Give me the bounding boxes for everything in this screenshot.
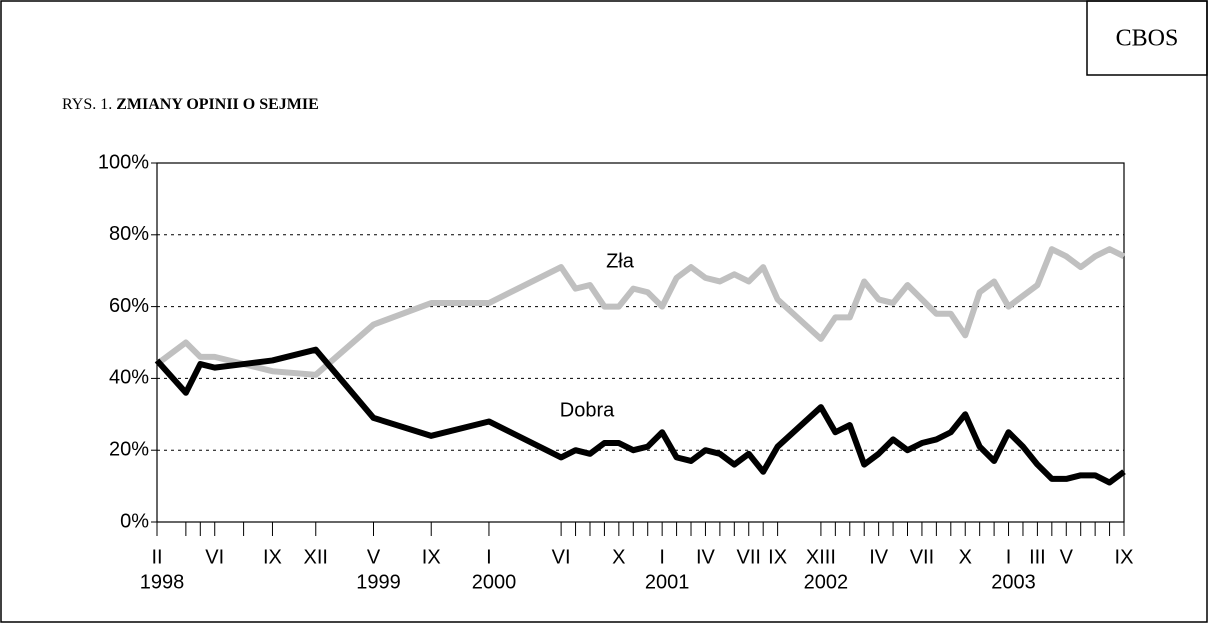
x-tick-label: IV xyxy=(696,546,716,568)
x-tick-label: V xyxy=(1060,546,1074,568)
series-label: Dobra xyxy=(560,399,615,421)
x-tick-label: XII xyxy=(304,546,328,568)
x-tick-label: I xyxy=(659,546,665,568)
year-label: 1999 xyxy=(356,571,401,593)
x-tick-label: IV xyxy=(869,546,889,568)
x-tick-label: I xyxy=(1006,546,1012,568)
y-tick-label: 0% xyxy=(120,510,149,532)
y-tick-label: 20% xyxy=(109,438,149,460)
x-tick-label: II xyxy=(151,546,162,568)
title: ZMIANY OPINII O SEJMIE xyxy=(116,96,319,113)
x-tick-label: V xyxy=(367,546,381,568)
x-tick-label: X xyxy=(612,546,625,568)
source-box xyxy=(1086,0,1208,76)
x-tick-label: X xyxy=(959,546,972,568)
x-tick-label: IX xyxy=(1115,546,1134,568)
series-line xyxy=(155,246,1126,378)
year-label: 2002 xyxy=(804,571,849,593)
y-tick-label: 80% xyxy=(109,223,149,245)
x-tick-label: VII xyxy=(910,546,934,568)
x-tick-label: IX xyxy=(768,546,787,568)
y-tick-label: 60% xyxy=(109,295,149,317)
plot-frame xyxy=(156,162,1125,523)
y-tick-label: 100% xyxy=(98,151,149,173)
x-tick-label: I xyxy=(486,546,492,568)
series-label: Zła xyxy=(606,250,635,272)
x-tick-label: VI xyxy=(205,546,224,568)
figure-label: RYS. 1. xyxy=(62,96,112,113)
series-line xyxy=(154,346,1126,486)
x-tick-label: IX xyxy=(422,546,441,568)
source: CBOS xyxy=(1116,26,1179,52)
year-label: 2000 xyxy=(472,571,517,593)
y-tick-label: 40% xyxy=(109,367,149,389)
year-label: 2003 xyxy=(991,571,1036,593)
year-label: 1998 xyxy=(140,571,185,593)
x-tick-label: VI xyxy=(552,546,571,568)
x-tick-label: IX xyxy=(263,546,282,568)
x-tick-label: III xyxy=(1029,546,1046,568)
year-label: 2001 xyxy=(645,571,690,593)
chart-title: RYS. 1. ZMIANY OPINII O SEJMIE xyxy=(62,96,319,113)
x-tick-label: VII xyxy=(737,546,761,568)
x-tick-label: XIII xyxy=(806,546,836,568)
